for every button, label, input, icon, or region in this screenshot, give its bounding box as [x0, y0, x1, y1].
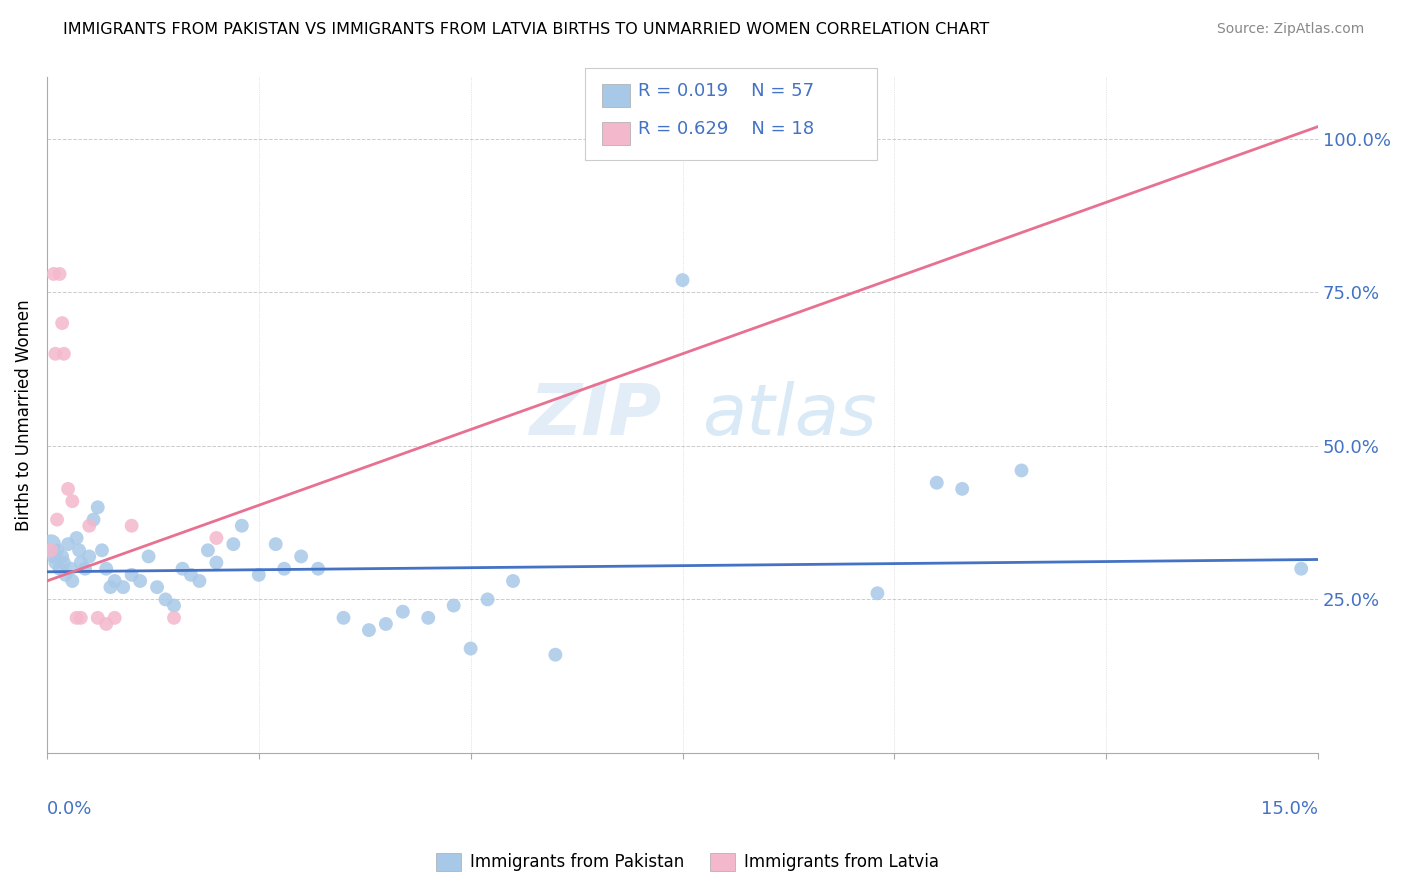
Point — [42, 549, 65, 564]
Point — [69, 556, 91, 570]
Point — [205, 531, 228, 545]
Point — [48, 562, 70, 576]
Y-axis label: Births to Unmarried Women: Births to Unmarried Women — [15, 300, 32, 531]
Point — [44, 347, 66, 361]
Point — [48, 267, 70, 281]
Point — [83, 512, 105, 526]
Text: atlas: atlas — [702, 381, 876, 450]
Point — [42, 267, 65, 281]
Point — [502, 574, 524, 588]
Point — [163, 599, 186, 613]
Point — [138, 549, 160, 564]
Point — [46, 512, 69, 526]
Point — [332, 611, 354, 625]
Point — [290, 549, 312, 564]
Point — [87, 500, 110, 515]
Point — [205, 556, 228, 570]
Point — [231, 518, 253, 533]
Point — [69, 611, 91, 625]
Text: IMMIGRANTS FROM PAKISTAN VS IMMIGRANTS FROM LATVIA BIRTHS TO UNMARRIED WOMEN COR: IMMIGRANTS FROM PAKISTAN VS IMMIGRANTS F… — [63, 22, 990, 37]
Point — [87, 611, 110, 625]
Point — [866, 586, 889, 600]
Point — [180, 567, 202, 582]
Point — [188, 574, 211, 588]
Point — [172, 562, 194, 576]
Point — [197, 543, 219, 558]
Point — [477, 592, 499, 607]
Point — [67, 543, 90, 558]
Point — [104, 611, 127, 625]
Point — [51, 549, 73, 564]
Point — [163, 611, 186, 625]
Point — [55, 567, 77, 582]
Point — [121, 518, 143, 533]
Point — [65, 611, 87, 625]
Point — [247, 567, 270, 582]
Point — [39, 537, 62, 551]
Point — [374, 617, 396, 632]
Point — [91, 543, 114, 558]
Point — [59, 562, 82, 576]
Point — [146, 580, 169, 594]
Point — [56, 482, 79, 496]
Point — [544, 648, 567, 662]
Point — [46, 543, 69, 558]
Point — [671, 273, 693, 287]
Point — [1289, 562, 1312, 576]
Point — [121, 567, 143, 582]
Point — [392, 605, 415, 619]
Point — [52, 556, 75, 570]
Point — [52, 347, 75, 361]
Point — [222, 537, 245, 551]
Point — [73, 562, 96, 576]
Point — [60, 574, 83, 588]
Point — [264, 537, 287, 551]
Point — [104, 574, 127, 588]
Text: Immigrants from Latvia: Immigrants from Latvia — [744, 853, 939, 871]
Text: 15.0%: 15.0% — [1261, 800, 1319, 818]
Point — [100, 580, 122, 594]
Point — [950, 482, 973, 496]
Point — [96, 562, 118, 576]
Point — [112, 580, 135, 594]
Point — [56, 537, 79, 551]
Point — [65, 531, 87, 545]
Point — [44, 556, 66, 570]
Point — [39, 543, 62, 558]
Point — [925, 475, 948, 490]
Point — [1011, 463, 1033, 477]
Point — [307, 562, 329, 576]
Text: 0.0%: 0.0% — [46, 800, 93, 818]
Point — [357, 623, 380, 637]
Point — [60, 494, 83, 508]
Point — [77, 518, 100, 533]
Text: ZIP: ZIP — [530, 381, 662, 450]
Text: R = 0.019    N = 57: R = 0.019 N = 57 — [638, 82, 814, 100]
Text: R = 0.629    N = 18: R = 0.629 N = 18 — [638, 120, 814, 138]
Text: Source: ZipAtlas.com: Source: ZipAtlas.com — [1216, 22, 1364, 37]
Point — [460, 641, 482, 656]
Point — [129, 574, 152, 588]
Point — [273, 562, 295, 576]
Point — [51, 316, 73, 330]
Point — [418, 611, 440, 625]
Text: Immigrants from Pakistan: Immigrants from Pakistan — [470, 853, 683, 871]
Point — [443, 599, 465, 613]
Point — [155, 592, 177, 607]
Point — [96, 617, 118, 632]
Point — [77, 549, 100, 564]
